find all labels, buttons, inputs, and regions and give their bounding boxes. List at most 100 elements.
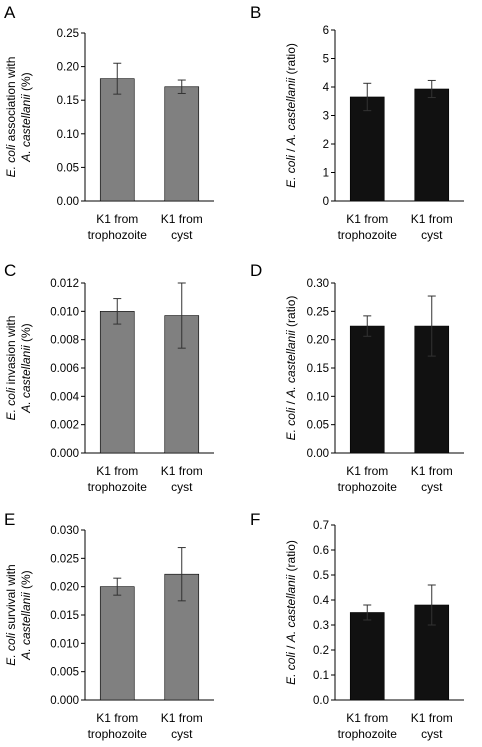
- panel-a-y-tick-label: 0.05: [57, 162, 79, 174]
- panel-d-category-label: cyst: [421, 480, 443, 494]
- panel-f-category-label: cyst: [421, 727, 443, 741]
- panel-b-y-axis-label: E. coli / A. castellanii (ratio): [284, 43, 298, 188]
- panel-b-category-label: K1 from: [411, 212, 453, 226]
- panel-f-y-axis-label-part: E. coli: [284, 652, 298, 685]
- panel-e-y-tick-label: 0.030: [50, 525, 79, 537]
- panel-f-y-axis-label-part: /: [284, 642, 298, 652]
- panel-e-y-tick-label: 0.015: [50, 610, 79, 622]
- panel-f-category-label: K1 from: [411, 711, 453, 725]
- panel-d-y-tick-label: 0.25: [307, 306, 329, 318]
- panel-c-bar: [99, 311, 135, 454]
- panel-f-y-tick-label: 0.5: [313, 570, 329, 582]
- panel-f-category-label: K1 from: [346, 711, 388, 725]
- panel-d-category-label: K1 from: [411, 464, 453, 478]
- panel-f-y-tick-label: 0.0: [313, 695, 329, 707]
- panel-c-category-label: K1 from: [96, 464, 138, 478]
- panel-c-category-label: trophozoite: [88, 480, 148, 494]
- panel-c-y-tick-label: 0.000: [50, 448, 79, 460]
- panel-a-category-label: trophozoite: [88, 228, 148, 242]
- panel-b-y-tick-label: 0: [323, 196, 329, 208]
- panel-c-y-tick-label: 0.002: [50, 420, 79, 432]
- panel-d-y-tick-label: 0.05: [307, 420, 329, 432]
- panel-c-y-tick-label: 0.004: [50, 391, 79, 403]
- panel-c-y-axis-label-part: E. coli: [4, 387, 18, 420]
- panel-f-bar: [349, 612, 385, 701]
- panel-a-y-axis-label-part: (%): [19, 72, 33, 94]
- panel-e-bar: [99, 586, 135, 701]
- panel-d-y-tick-label: 0.00: [307, 448, 329, 460]
- panel-c-y-tick-label: 0.006: [50, 363, 79, 375]
- panel-c-y-axis-label-line1: E. coli invasion with: [4, 316, 18, 421]
- panel-d-y-tick-label: 0.10: [307, 391, 329, 403]
- panel-a-category-label: cyst: [171, 228, 193, 242]
- panel-d-y-axis-label-part: (ratio): [284, 296, 298, 331]
- panel-c-group: C 0.000 0.002 0.004 0.006 0.008 0.010 0.012 K1 f…: [4, 261, 214, 494]
- panel-e-y-axis-label-line1: E. coli survival with: [4, 564, 18, 665]
- panel-c-y-tick-label: 0.010: [50, 306, 79, 318]
- panel-f-letter: F: [250, 510, 260, 529]
- panel-d-y-tick-label: 0.30: [307, 278, 329, 290]
- panel-b-letter: B: [250, 3, 261, 22]
- panel-e-category-label: K1 from: [96, 711, 138, 725]
- panel-b-category-label: trophozoite: [338, 228, 398, 242]
- panel-c-y-axis-label-part: invasion with: [4, 316, 18, 388]
- panel-d-y-axis-label: E. coli / A. castellanii (ratio): [284, 296, 298, 441]
- panel-a-y-tick-label: 0.00: [57, 196, 79, 208]
- panel-d-letter: D: [250, 261, 262, 280]
- panel-c-y-axis-label-part: (%): [19, 323, 33, 345]
- panel-c-y-axis-label-line2: A. castellanii (%): [19, 323, 33, 413]
- panel-b-category-label: K1 from: [346, 212, 388, 226]
- panel-a-category-label: K1 from: [96, 212, 138, 226]
- panel-d-category-label: trophozoite: [338, 480, 398, 494]
- panel-e-y-tick-label: 0.025: [50, 553, 79, 565]
- panel-c-y-tick-label: 0.008: [50, 335, 79, 347]
- panel-b-y-tick-label: 6: [323, 25, 329, 37]
- panel-e-y-tick-label: 0.000: [50, 695, 79, 707]
- panel-e-group: E 0.000 0.005 0.010 0.015 0.020 0.025 0.030 K1 f…: [4, 510, 214, 741]
- panel-e-category-label: cyst: [171, 727, 193, 741]
- panel-a-y-tick-label: 0.25: [57, 28, 79, 40]
- panel-b-y-tick-label: 4: [323, 82, 330, 94]
- panel-f-y-tick-label: 0.1: [313, 670, 329, 682]
- panel-f-group: F 0.0 0.1 0.2 0.3 0.4 0.5 0.6 0.7 K1 from trophozo…: [250, 510, 464, 741]
- panel-a-y-tick-label: 0.20: [57, 62, 79, 74]
- panel-d-y-axis-label-part: A. castellanii: [284, 330, 298, 399]
- panel-d-group: D 0.00 0.05 0.10 0.15 0.20 0.25 0.30 K1 from trop…: [250, 261, 464, 494]
- panel-a-y-tick-label: 0.15: [57, 95, 79, 107]
- panel-a-group: A 0.00 0.05 0.10 0.15 0.20 0.25 K1 from trophozo…: [4, 3, 214, 242]
- panel-c-y-axis-label-part: A. castellanii: [19, 345, 33, 414]
- panel-f-y-tick-label: 0.2: [313, 645, 329, 657]
- panel-c-letter: C: [4, 261, 16, 280]
- panel-e-category-label: K1 from: [161, 711, 203, 725]
- panel-b-y-tick-label: 3: [323, 111, 329, 123]
- panel-a-y-axis-label-line1: E. coli association with: [4, 57, 18, 178]
- panel-f-y-tick-label: 0.4: [313, 595, 330, 607]
- panel-d-bar: [349, 325, 385, 454]
- panel-e-y-axis-label-part: E. coli: [4, 633, 18, 666]
- panel-b-y-axis-label-part: /: [284, 145, 298, 155]
- panel-b-y-tick-label: 5: [323, 54, 329, 66]
- panel-a-y-axis-label-line2: A. castellanii (%): [19, 72, 33, 162]
- panel-e-letter: E: [4, 510, 15, 529]
- panel-f-y-axis-label-part: A. castellanii: [284, 574, 298, 643]
- panel-a-category-label: K1 from: [161, 212, 203, 226]
- panel-d-y-axis-label-part: E. coli: [284, 407, 298, 440]
- panel-f-y-tick-label: 0.3: [313, 620, 329, 632]
- panel-f-y-axis-label: E. coli / A. castellanii (ratio): [284, 540, 298, 685]
- panel-b-y-tick-label: 2: [323, 139, 329, 151]
- panel-b-bar: [349, 96, 385, 202]
- panel-e-y-tick-label: 0.010: [50, 638, 79, 650]
- panel-f-y-axis-label-part: (ratio): [284, 540, 298, 575]
- panel-c-category-label: K1 from: [161, 464, 203, 478]
- panel-e-y-axis-label-part: (%): [19, 570, 33, 592]
- panel-d-category-label: K1 from: [346, 464, 388, 478]
- panel-a-y-axis-label-part: A. castellanii: [19, 94, 33, 163]
- panel-d-y-tick-label: 0.15: [307, 363, 329, 375]
- panel-f-y-tick-label: 0.7: [313, 520, 329, 532]
- panel-e-y-axis-label-line2: A. castellanii (%): [19, 570, 33, 660]
- panel-e-category-label: trophozoite: [88, 727, 148, 741]
- panel-a-y-axis-label-part: E. coli: [4, 144, 18, 177]
- panel-a-y-axis-label-part: association with: [4, 57, 18, 145]
